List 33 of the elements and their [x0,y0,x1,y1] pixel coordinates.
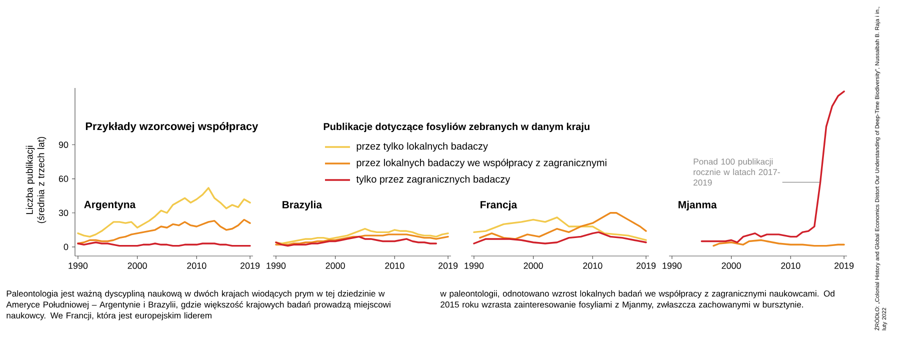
x-tick-label: 1990 [464,262,484,269]
legend-label: tylko przez zagranicznych badaczy [356,175,510,185]
text: Brazylia [282,200,322,210]
y-axis-title: Liczba publikacji (średnia z trzech lat) [26,136,46,224]
x-tick-label: 2010 [187,262,206,269]
x-tick-label: 1990 [266,262,286,269]
x-tick-label: 2010 [583,262,602,269]
legend-title: Publikacje dotyczące fosyliów zebranych w danym kraju [324,122,590,132]
y-tick-label: 60 [58,176,68,182]
x-tick-label: 1990 [662,262,682,269]
x-tick-label: 2019 [834,262,854,269]
text: Mjanma [678,200,717,210]
x-tick-label: 2010 [385,262,404,269]
y-tick-label: 0 [64,244,68,250]
x-tick-label: 2000 [128,262,147,269]
legend-label: przez tylko lokalnych badaczy [356,142,488,152]
y-tick-label: 30 [58,210,68,216]
annotation: Ponad 100 publikacji rocznie w latach 2017-2019 [694,158,780,186]
x-tick-label: 1990 [68,262,88,269]
x-tick-label: 2010 [781,262,800,269]
x-tick-label: 2000 [524,262,543,269]
x-tick-label: 2019 [240,262,260,269]
x-tick-label: 2019 [438,262,458,269]
text: Francja [480,200,518,210]
text: w paleontologii, odnotowano wzrost lokalnych badań we współpracy z zagranicznymi naukowcami. Od 2015 roku wzrasta zainteresowanie fosyliami z Mjanmy, zwłaszcza zachowanymi w bursztynie. [440,290,834,310]
text: Paleontologia jest ważną dyscypliną naukową w dwóch krajach wiodących prym w tej dziedzinie w Ameryce Południowej – Argentynie i Brazylii, gdzie większość krajowych badań prowadzą miejscowi naukowcy. We Francji, która jest europejskim liderem [6,290,390,320]
x-tick-label: 2019 [636,262,656,269]
x-tick-label: 2000 [326,262,345,269]
x-tick-label: 2000 [722,262,741,269]
legend-label: przez lokalnych badaczy we współpracy z zagranicznymi [356,158,606,168]
annotation: Przykłady wzorcowej współpracy [86,122,258,132]
text: Argentyna [84,200,136,210]
y-tick-label: 90 [58,142,68,148]
